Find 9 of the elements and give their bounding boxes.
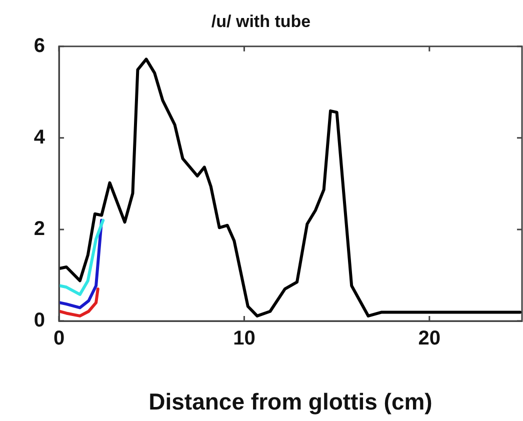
chart-title: /u/ with tube: [211, 12, 311, 31]
y-tick-label: 4: [34, 126, 46, 148]
y-tick-label: 6: [34, 34, 45, 57]
y-tick-label: 2: [34, 218, 45, 240]
x-axis-title: Distance from glottis (cm): [148, 388, 432, 415]
x-tick-label: 0: [53, 328, 65, 350]
x-tick-label: 10: [233, 328, 256, 350]
x-tick-label: 20: [418, 328, 441, 350]
y-tick-label: 0: [34, 310, 45, 332]
